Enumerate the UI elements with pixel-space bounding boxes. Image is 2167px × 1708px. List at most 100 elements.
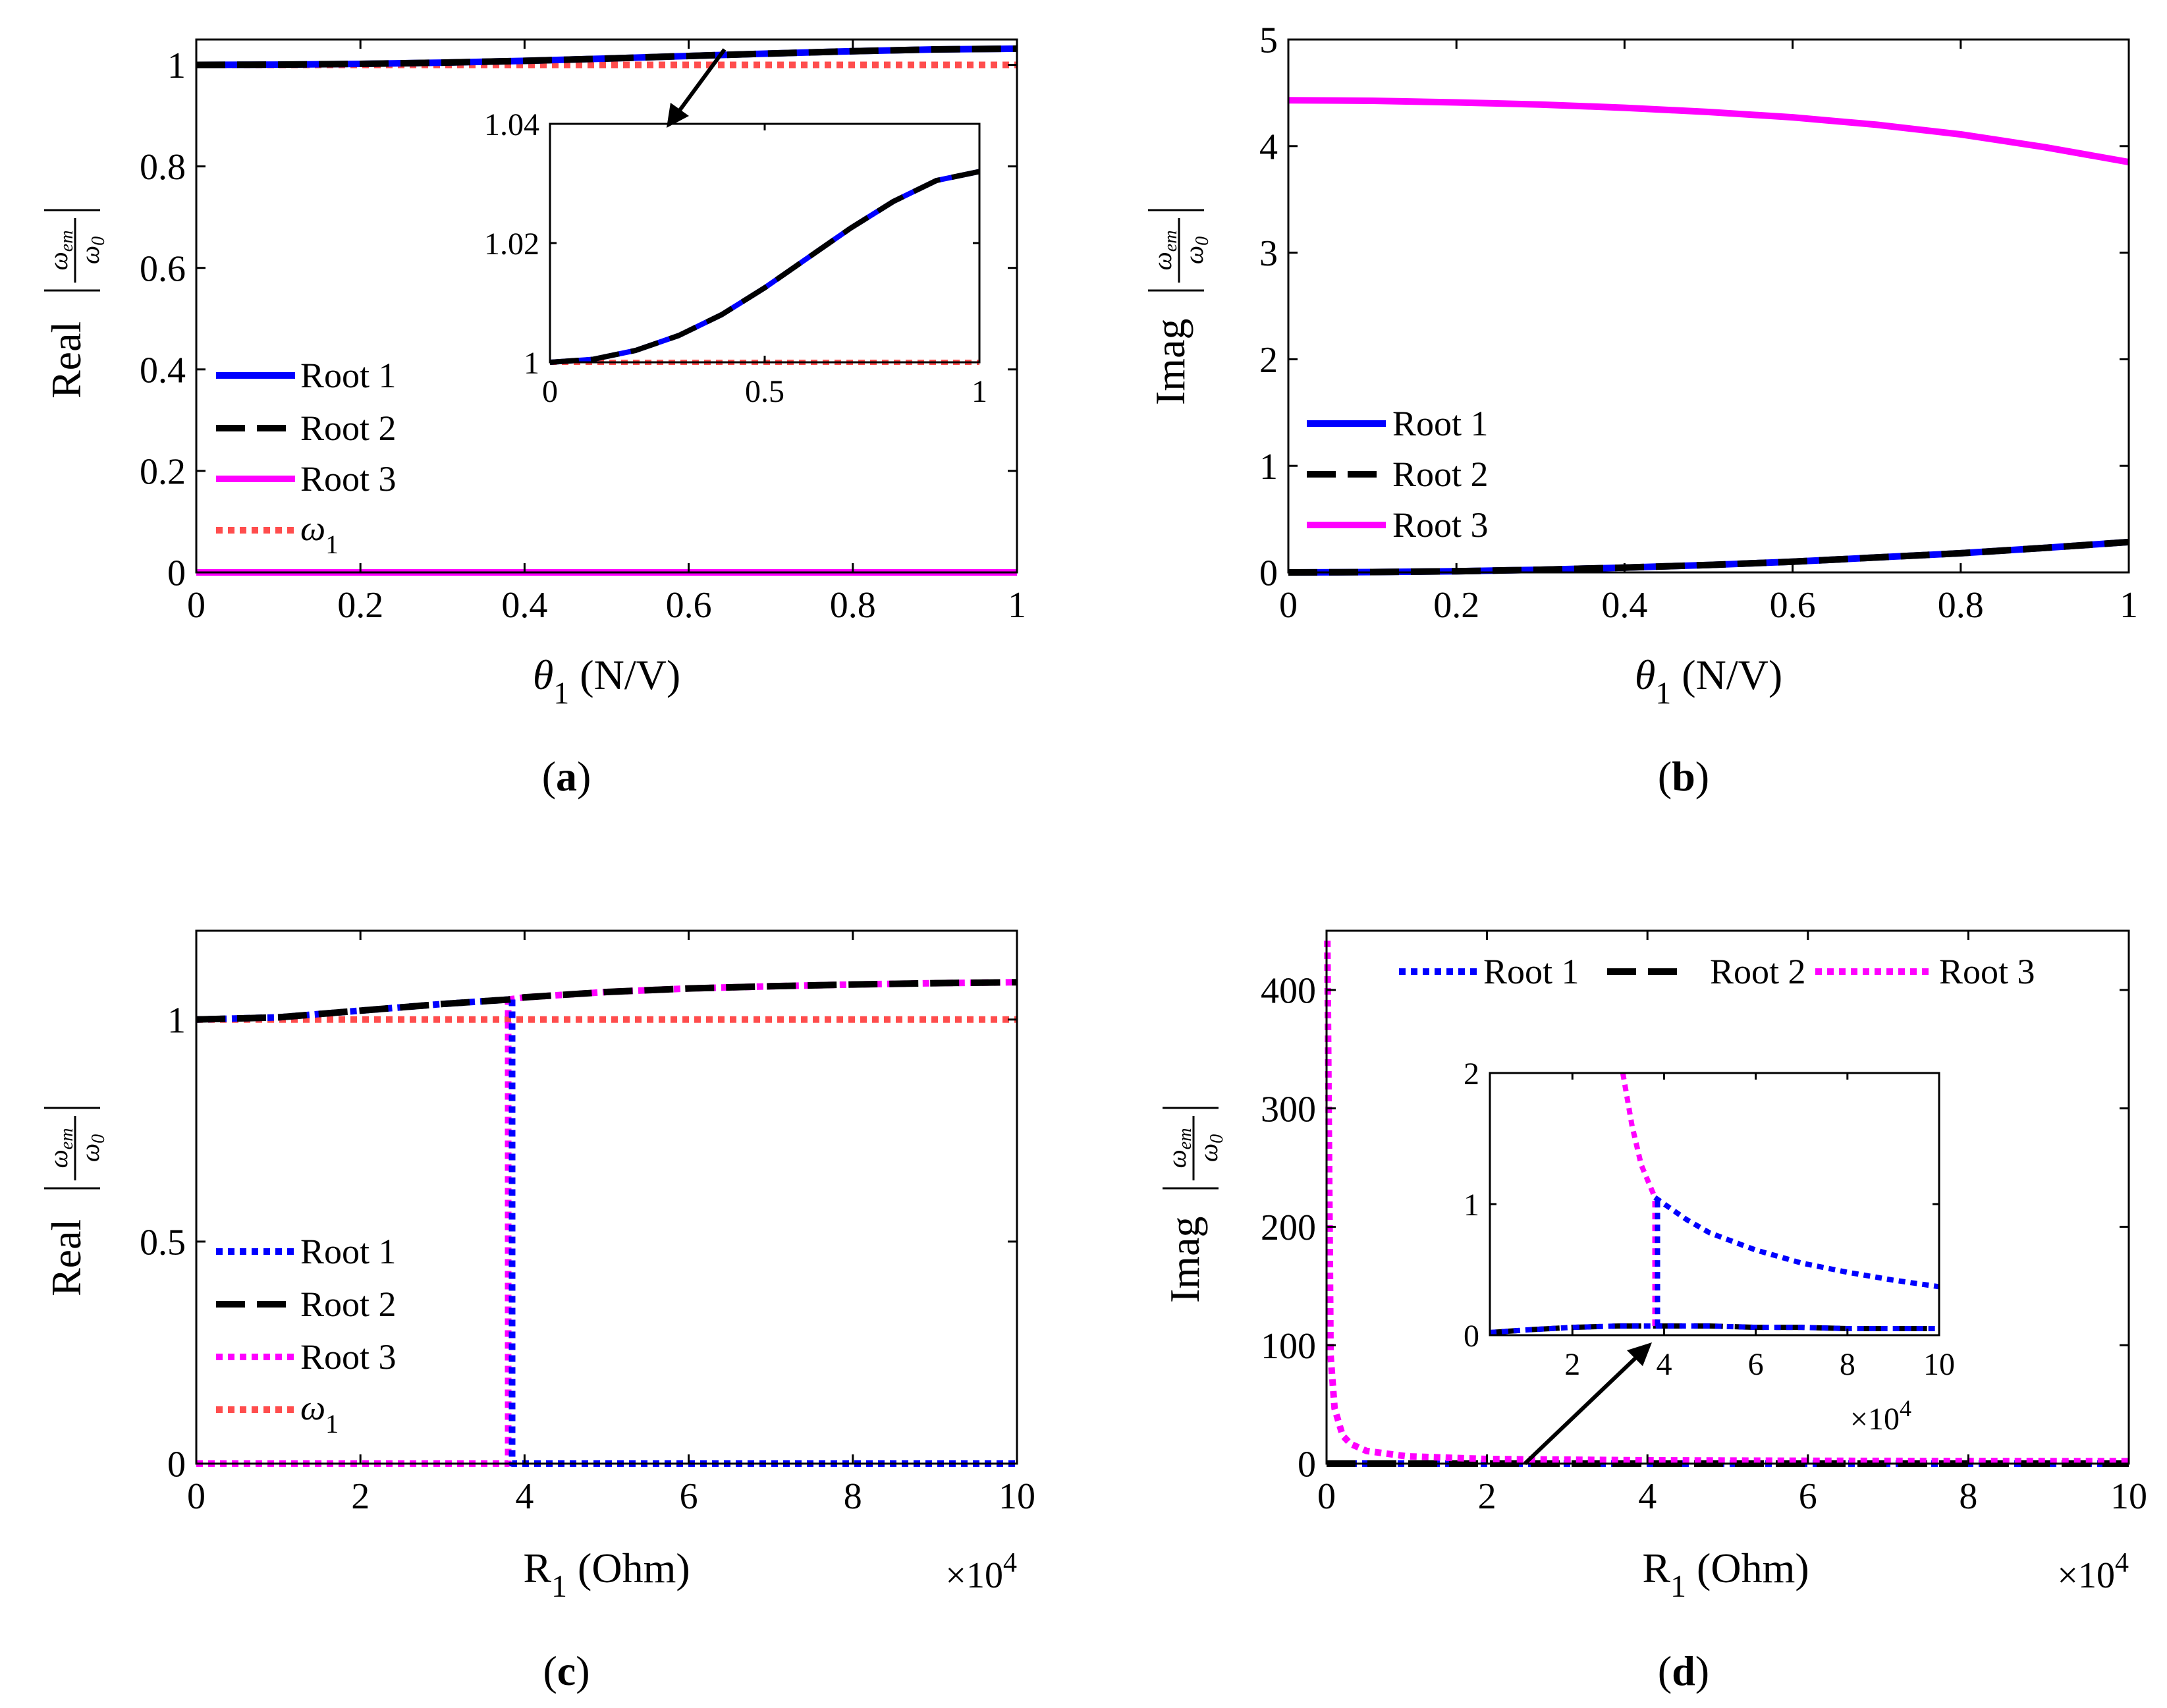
a-xtick-label: 1 bbox=[1008, 585, 1026, 626]
panel-c: 0 2 4 6 8 10 0 0.5 1 Root 1 Root 2 Root 3 ω1 Rea… bbox=[43, 929, 1035, 1694]
a-ytick-label: 1 bbox=[167, 45, 186, 86]
b-ytick-label: 5 bbox=[1259, 20, 1278, 61]
b-ytick-label: 1 bbox=[1259, 447, 1278, 487]
b-ylabel-den: ω0 bbox=[1179, 236, 1213, 264]
d-arrow bbox=[1523, 1342, 1652, 1466]
c-xtick-label: 0 bbox=[187, 1476, 206, 1517]
d-inset-xtick-label: 8 bbox=[1840, 1347, 1855, 1382]
a-xtick-label: 0.4 bbox=[501, 585, 547, 626]
a-inset-ticks-layer: 0 0.5 1 1 1.02 1.04 bbox=[484, 107, 987, 409]
d-inset-ticks-layer: 2 4 6 8 10 0 1 2 bbox=[1464, 1057, 1955, 1382]
d-inset-ytick-label: 1 bbox=[1464, 1188, 1479, 1223]
a-ticks-layer: 0 0.2 0.4 0.6 0.8 100.20.40.60.81 bbox=[140, 40, 1026, 626]
c-axes-box bbox=[195, 929, 1018, 1465]
a-ytick-label: 0.8 bbox=[140, 147, 186, 188]
d-ylabel-word: Imag bbox=[1161, 1217, 1208, 1304]
d-inset-bg bbox=[1490, 1073, 1939, 1335]
a-inset-xtick-label: 0.5 bbox=[745, 374, 784, 409]
c-legend: Root 1 Root 2 Root 3 ω1 bbox=[216, 1232, 397, 1439]
d-inset-ytick-label: 2 bbox=[1464, 1057, 1479, 1091]
a-legend-label-root1: Root 1 bbox=[300, 356, 397, 395]
b-ytick-label: 3 bbox=[1259, 233, 1278, 274]
c-legend-label-omega: ω1 bbox=[300, 1388, 339, 1439]
a-ylabel-den: ω0 bbox=[75, 236, 109, 264]
c-x-multiplier: ×104 bbox=[945, 1548, 1017, 1596]
d-xtick-label: 6 bbox=[1799, 1476, 1817, 1517]
d-inset-x-multiplier: ×104 bbox=[1850, 1395, 1911, 1437]
a-xtick-label: 0 bbox=[187, 585, 206, 626]
d-ytick-label: 400 bbox=[1261, 970, 1316, 1011]
b-ylabel-word: Imag bbox=[1147, 319, 1193, 406]
a-ylabel-num: ωem bbox=[43, 231, 77, 271]
c-ylabel: Real ωem ω0 bbox=[43, 1107, 109, 1296]
b-xtick-label: 0.6 bbox=[1770, 585, 1816, 626]
c-xtick-label: 2 bbox=[351, 1476, 370, 1517]
d-ylabel: Imag ωem ω0 bbox=[1161, 1107, 1227, 1304]
b-ylabel-num: ωem bbox=[1147, 231, 1181, 271]
b-legend-label-root1: Root 1 bbox=[1392, 404, 1489, 443]
a-xlabel: θ1 (N/V) bbox=[533, 651, 680, 711]
d-inset: 2 4 6 8 10 0 1 2 ×104 bbox=[1464, 1057, 1955, 1437]
d-xtick-label: 2 bbox=[1478, 1476, 1496, 1517]
d-xtick-label: 10 bbox=[2110, 1476, 2147, 1517]
d-ytick-label: 100 bbox=[1261, 1326, 1316, 1367]
c-ylabel-word: Real bbox=[43, 1219, 90, 1296]
c-xlabel: R1 (Ohm) bbox=[523, 1545, 690, 1604]
b-xtick-label: 0.4 bbox=[1601, 585, 1647, 626]
d-inset-series-root3-upper bbox=[1620, 1072, 1658, 1199]
a-ylabel: Real ωem ω0 bbox=[43, 209, 109, 399]
panel-b: 0 0.2 0.4 0.6 0.8 1 0 1 2 3 4 5 Root 1 Root 2 Root … bbox=[1147, 20, 2138, 800]
d-inset-ytick-label: 0 bbox=[1464, 1319, 1479, 1354]
a-inset-xtick-label: 0 bbox=[542, 374, 558, 409]
c-ylabel-num: ωem bbox=[43, 1128, 77, 1169]
b-ytick-label: 4 bbox=[1259, 126, 1278, 167]
a-arrow bbox=[667, 48, 727, 128]
d-ylabel-num: ωem bbox=[1162, 1128, 1195, 1169]
c-xtick-label: 4 bbox=[515, 1476, 534, 1517]
d-axes-box bbox=[1325, 929, 2130, 1465]
a-inset-series-root2 bbox=[549, 169, 980, 365]
c-series-root1-lower bbox=[508, 999, 1017, 1467]
d-ytick-label: 200 bbox=[1261, 1207, 1316, 1248]
c-legend-label-root3: Root 3 bbox=[300, 1337, 397, 1377]
d-xtick-label: 8 bbox=[1959, 1476, 1977, 1517]
b-series-root2 bbox=[1288, 538, 2129, 576]
a-ytick-label: 0.2 bbox=[140, 452, 186, 493]
d-ytick-label: 0 bbox=[1298, 1445, 1316, 1485]
b-caption: (b) bbox=[1658, 753, 1709, 800]
a-inset: 0 0.5 1 1 1.02 1.04 bbox=[484, 107, 987, 409]
c-ylabel-den: ω0 bbox=[75, 1134, 109, 1162]
d-ylabel-den: ω0 bbox=[1193, 1134, 1227, 1162]
d-inset-xtick-label: 4 bbox=[1656, 1347, 1672, 1382]
d-inset-xtick-label: 10 bbox=[1923, 1347, 1955, 1382]
b-ylabel: Imag ωem ω0 bbox=[1147, 209, 1213, 406]
b-axes-box bbox=[1287, 38, 2130, 574]
a-ytick-label: 0.4 bbox=[140, 350, 186, 391]
a-xtick-label: 0.2 bbox=[337, 585, 383, 626]
panel-a: 0 0.2 0.4 0.6 0.8 100.20.40.60.81 0 0.5 111.021… bbox=[43, 38, 1026, 800]
c-ytick-label: 1 bbox=[167, 1000, 186, 1041]
d-caption: (d) bbox=[1658, 1647, 1709, 1694]
a-ytick-label: 0 bbox=[167, 553, 186, 594]
a-xtick-label: 0.6 bbox=[666, 585, 712, 626]
d-inset-series-root1-lower bbox=[1489, 1323, 1939, 1335]
c-xtick-label: 8 bbox=[844, 1476, 862, 1517]
a-inset-ytick-label: 1.04 bbox=[484, 107, 539, 142]
b-ytick-label: 2 bbox=[1259, 340, 1278, 381]
a-inset-ytick-label: 1 bbox=[524, 346, 539, 381]
a-ylabel-word: Real bbox=[43, 321, 90, 399]
a-ytick-label: 0.6 bbox=[140, 248, 186, 289]
a-inset-ytick-label: 1.02 bbox=[484, 227, 539, 262]
c-caption: (c) bbox=[543, 1647, 590, 1694]
d-legend-label-root1: Root 1 bbox=[1483, 952, 1579, 991]
a-axes-box bbox=[195, 38, 1018, 574]
c-xtick-label: 6 bbox=[680, 1476, 698, 1517]
d-ytick-label: 300 bbox=[1261, 1089, 1316, 1130]
c-xtick-label: 10 bbox=[999, 1476, 1035, 1517]
d-xtick-label: 0 bbox=[1317, 1476, 1336, 1517]
c-ytick-label: 0.5 bbox=[140, 1223, 186, 1263]
a-legend-label-omega: ω1 bbox=[300, 509, 339, 559]
